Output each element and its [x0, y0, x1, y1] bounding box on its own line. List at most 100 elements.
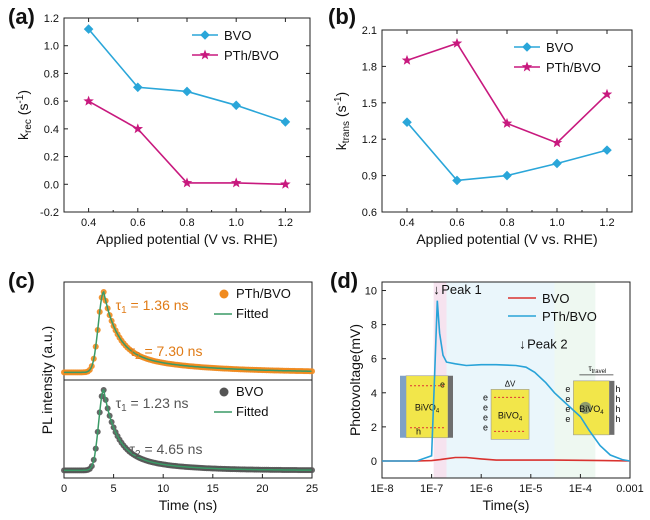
data-point: [502, 170, 512, 181]
x-tick-label: 5: [111, 483, 117, 495]
series-line-bvo: [382, 456, 631, 462]
y-tick-label: -0.2: [40, 207, 59, 219]
peak2-arrow: ↓: [519, 336, 526, 351]
y-tick-label: 0.6: [362, 207, 377, 219]
inset-material-label: BiVO4: [415, 403, 440, 415]
x-tick-label: 0.6: [130, 217, 145, 229]
legend-label: PTh/BVO: [224, 48, 279, 63]
data-point: [501, 117, 513, 128]
inset-material-label: BiVO4: [498, 410, 523, 422]
data-point: [402, 117, 412, 128]
data-point: [83, 24, 94, 34]
x-tick-label: 15: [207, 483, 219, 495]
panel-label-d: (d): [330, 268, 358, 293]
x-tick-label: 0: [61, 483, 67, 495]
legend-marker: [219, 387, 229, 397]
x-tick-label: 0.8: [179, 217, 194, 229]
panel-d: 1E-8 1E-7 1E-6 1E-5 1E-4 0.001 0 2 4 6 8 10 Time(s) P…: [347, 281, 644, 513]
panel-label-a: (a): [8, 4, 35, 29]
data-point: [401, 54, 413, 65]
panel-c: 0 5 10 15 20 25 Time (ns) PL intensity (a.u.) PT…: [39, 281, 318, 513]
y-tick-label: 0.6: [44, 96, 59, 108]
y-tick-label: 1.5: [362, 98, 377, 110]
series-line-bvo: [87, 28, 286, 123]
y-tick-label: 4: [371, 388, 377, 400]
x-tick-label: 10: [157, 483, 169, 495]
x-tick-label: 25: [306, 483, 318, 495]
data-point: [132, 123, 144, 134]
inset-electron-label: e: [565, 394, 570, 404]
y-tick-label: 8: [371, 320, 377, 332]
legend-label: PTh/BVO: [542, 309, 597, 324]
y-tick-label: 1.0: [44, 41, 59, 53]
inset-electron-label: e: [483, 412, 488, 422]
x-tick-label: 20: [256, 483, 268, 495]
panel-label-c: (c): [8, 268, 35, 293]
inset-electrode: [609, 380, 615, 435]
y-tick-label: 6: [371, 354, 377, 366]
series-line-pth-bvo: [88, 100, 286, 186]
y-tick-label: 0: [371, 456, 377, 468]
x-tick-label: 1.2: [278, 217, 293, 229]
data-point: [551, 137, 563, 148]
inset-electron-label: e: [565, 384, 570, 394]
x-axis-label: Applied potential (V vs. RHE): [416, 231, 597, 247]
data-point: [451, 37, 463, 48]
region-plateau: [446, 282, 555, 478]
legend-label: Fitted: [236, 306, 269, 321]
data-point: [133, 82, 143, 93]
region-decay: [554, 282, 596, 478]
data-point: [552, 158, 562, 169]
y-tick-label: 0.8: [44, 68, 59, 80]
inset-substrate: [400, 375, 406, 438]
inset-electron-label: e: [440, 380, 445, 390]
x-tick-label: 1.0: [549, 217, 564, 229]
inset-electron-label: e: [565, 414, 570, 424]
x-tick-label: 1E-5: [519, 483, 542, 495]
legend-label: PTh/BVO: [236, 286, 291, 301]
legend-label: BVO: [542, 291, 569, 306]
data-point: [309, 467, 315, 474]
data-point: [182, 86, 192, 97]
series-line-pth-bvo: [406, 42, 608, 144]
y-tick-label: 2.1: [362, 25, 377, 37]
fitted-curve: [64, 290, 312, 374]
plot-frame: [381, 281, 631, 479]
legend-marker: [521, 61, 533, 72]
x-axis-label: Time(s): [483, 497, 530, 513]
data-point: [601, 88, 613, 99]
inset-particle: [579, 401, 592, 414]
inset-left: e h BiVO4: [400, 375, 453, 439]
y-tick-label: 1.2: [362, 134, 377, 146]
data-point: [452, 175, 462, 186]
x-tick-label: 0.001: [616, 483, 644, 495]
x-tick-label: 1.0: [229, 217, 244, 229]
legend-marker: [219, 289, 229, 299]
x-tick-label: 0.4: [81, 217, 96, 229]
legend-label: BVO: [224, 28, 251, 43]
peak2-label: Peak 2: [527, 336, 567, 351]
x-tick-label: 0.4: [399, 217, 414, 229]
legend-label: Fitted: [236, 404, 269, 419]
x-tick-label: 0.6: [449, 217, 464, 229]
inset-hole-label: h: [615, 394, 620, 404]
panel-a: 0.4 0.6 0.8 1.0 1.2 -0.2 0.0 0.2 0.4 0.6 0.8 1.0 1.2…: [15, 13, 311, 247]
y-tick-label: 1.2: [44, 13, 59, 25]
x-tick-label: 0.8: [499, 217, 514, 229]
inset-hole-label: h: [615, 414, 620, 424]
inset-hole-label: h: [615, 404, 620, 414]
y-tick-label: 2: [371, 422, 377, 434]
legend-marker: [199, 49, 211, 60]
y-axis-label: krec (s-1): [15, 90, 34, 140]
inset-hole-label: h: [615, 384, 620, 394]
y-tick-label: 1.8: [362, 61, 377, 73]
x-tick-label: 1E-6: [470, 483, 493, 495]
legend-marker: [522, 42, 532, 52]
x-tick-label: 1E-7: [420, 483, 443, 495]
y-tick-label: 0.0: [44, 179, 59, 191]
y-axis-label: ktrans (s-1): [333, 92, 352, 150]
peak1-arrow: ↓: [433, 282, 440, 297]
y-tick-label: 10: [365, 286, 377, 298]
inset-delta-v: ΔV: [505, 379, 516, 388]
